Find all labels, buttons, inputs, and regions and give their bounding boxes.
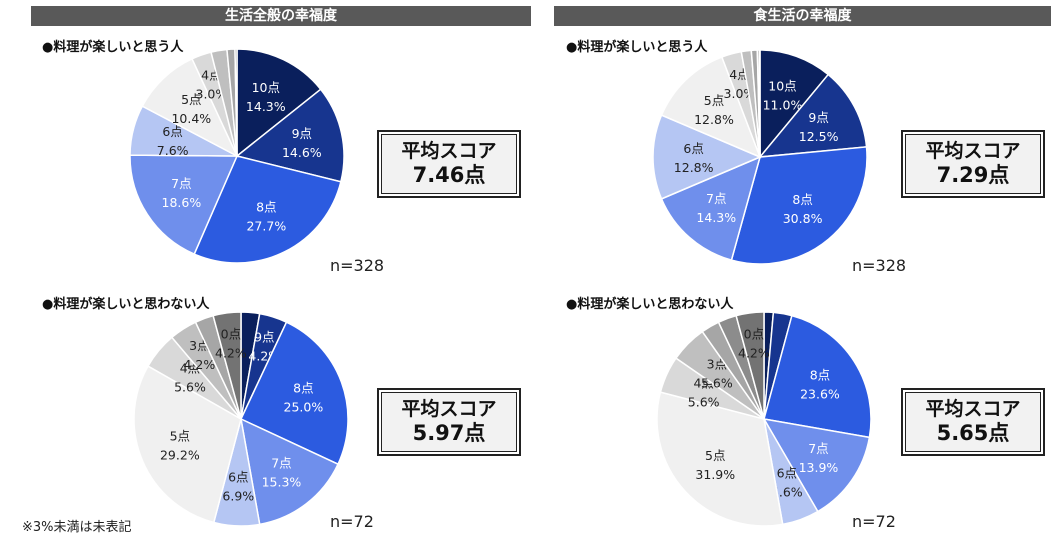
slice-value-10: 11.0% (763, 98, 803, 113)
slice-value-8: 23.6% (800, 386, 840, 401)
subtitle-chart-4: ●料理が楽しいと思わない人 (566, 297, 734, 312)
footnote: ※3%未満は未表記 (22, 520, 132, 535)
slice-label-10: 10点 (252, 80, 280, 95)
pie-slice-0 (735, 311, 765, 420)
score-box-2: 平均スコア 7.29点 (901, 130, 1045, 198)
pie-slice-10 (759, 49, 830, 160)
slice-label-9: 9点 (808, 110, 828, 125)
score-title-2: 平均スコア (925, 140, 1021, 162)
slice-value-4: 5.6% (174, 380, 206, 395)
subtitle-chart-3: ●料理が楽しいと思わない人 (42, 297, 210, 312)
pie-slice-5 (141, 57, 239, 158)
slice-label-8: 8点 (810, 367, 830, 382)
pie-slice-5 (660, 56, 762, 159)
pie-slice-8 (730, 146, 868, 265)
slice-value-10: 14.3% (246, 99, 286, 114)
pie-slice-5 (656, 391, 784, 527)
score-title-1: 平均スコア (401, 140, 497, 162)
slice-value-9: 12.5% (799, 129, 839, 144)
n-label-4: n=72 (852, 512, 896, 531)
pie-slice-1 (234, 48, 238, 157)
n-label-3: n=72 (330, 512, 374, 531)
score-box-4: 平均スコア 5.65点 (901, 388, 1045, 456)
slice-label-10: 10点 (768, 79, 796, 94)
score-box-1: 平均スコア 7.46点 (377, 130, 521, 198)
slice-value-5: 12.8% (694, 112, 734, 127)
slice-value-3: 4.2% (184, 357, 216, 372)
slice-label-8: 8点 (792, 192, 812, 207)
slice-value-7: 14.3% (696, 210, 736, 225)
slice-value-0: 4.2% (738, 346, 770, 361)
pie-slice-8 (193, 155, 342, 264)
slice-value-0: 4.2% (215, 346, 247, 361)
slice-label-5: 5点 (170, 429, 190, 444)
slice-value-3: 5.6% (701, 375, 733, 390)
pie-slice-7 (660, 155, 762, 262)
score-box-3: 平均スコア 5.97点 (377, 388, 521, 456)
left-panel-header: 生活全般の幸福度 (31, 6, 531, 26)
slice-value-4: 5.6% (688, 394, 720, 409)
pie-slice-5 (133, 365, 242, 524)
slice-value-5: 10.4% (171, 111, 211, 126)
slice-label-0: 0点 (744, 327, 764, 342)
pie-slice-8 (763, 314, 872, 439)
slice-label-0: 0点 (221, 327, 241, 342)
slice-value-9: 14.6% (282, 145, 322, 160)
slice-label-5: 5点 (705, 448, 725, 463)
slice-value-6: 5.6% (771, 484, 803, 499)
slice-label-7: 7点 (706, 191, 726, 206)
pie-chart-3: 9点4.2%8点25.0%7点15.3%6点6.9%5点29.2%4点5.6%3… (133, 311, 349, 527)
slice-value-5: 31.9% (695, 467, 735, 482)
n-label-2: n=328 (852, 256, 907, 275)
pie-slice-9 (758, 73, 868, 158)
pie-chart-2: 10点 11.0% 9点 12.5% 8点 30.8% 7点 14.3% 6点 12.8% 5点 12… (652, 49, 868, 265)
slice-value-7: 15.3% (262, 475, 302, 490)
slice-label-6: 6点 (683, 141, 703, 156)
pie-slice-0 (212, 311, 242, 420)
pie-slice-6 (652, 114, 762, 200)
slice-label-7: 7点 (171, 176, 191, 191)
slice-label-8: 8点 (293, 380, 313, 395)
score-title-3: 平均スコア (401, 398, 497, 420)
pie-chart-1: 10点 14.3% 9点 14.6% 8点 27.7% 7点 18.6% 6点 7.6% 5点 10.… (129, 48, 345, 264)
pie-slice-10 (236, 48, 322, 158)
slice-value-6: 12.8% (674, 160, 714, 175)
slice-label-5: 5点 (704, 93, 724, 108)
slice-label-9: 9点 (292, 126, 312, 141)
pie-slice-9 (235, 88, 345, 183)
pie-slice-7 (129, 154, 239, 256)
slice-label-6: 6点 (228, 469, 248, 484)
pie-slice-8 (240, 321, 349, 466)
score-value-3: 5.97点 (412, 420, 486, 445)
slice-value-4: 3.0% (196, 86, 228, 101)
n-label-1: n=328 (330, 256, 385, 275)
slice-label-6: 6点 (162, 124, 182, 139)
subtitle-chart-2: ●料理が楽しいと思う人 (566, 40, 708, 55)
slice-label-6: 6点 (777, 465, 797, 480)
slice-label-9: 9点 (254, 330, 274, 345)
slice-value-5: 29.2% (160, 448, 200, 463)
slice-label-7: 7点 (271, 456, 291, 471)
slice-value-7: 18.6% (162, 195, 202, 210)
pie-slice-7 (240, 417, 339, 526)
pie-chart-4: 8点23.6%7点13.9%6点5.6%5点31.9%4点5.6%3点5.6%0… (656, 311, 872, 527)
score-value-4: 5.65点 (936, 420, 1010, 445)
slice-value-7: 13.9% (799, 460, 839, 475)
slice-label-8: 8点 (256, 199, 276, 214)
subtitle-chart-1: ●料理が楽しいと思う人 (42, 40, 184, 55)
score-value-2: 7.29点 (936, 162, 1010, 187)
slice-value-8: 30.8% (783, 211, 823, 226)
slice-value-8: 25.0% (284, 399, 324, 414)
slice-value-6: 6.9% (222, 488, 254, 503)
score-value-1: 7.46点 (412, 162, 486, 187)
slice-value-8: 27.7% (246, 218, 286, 233)
slice-value-6: 7.6% (157, 143, 189, 158)
right-panel-header: 食生活の幸福度 (554, 6, 1051, 26)
slice-label-5: 5点 (181, 92, 201, 107)
pie-slice-7 (762, 417, 871, 513)
slice-label-7: 7点 (808, 441, 828, 456)
pie-slice-0 (758, 49, 761, 158)
score-title-4: 平均スコア (925, 398, 1021, 420)
